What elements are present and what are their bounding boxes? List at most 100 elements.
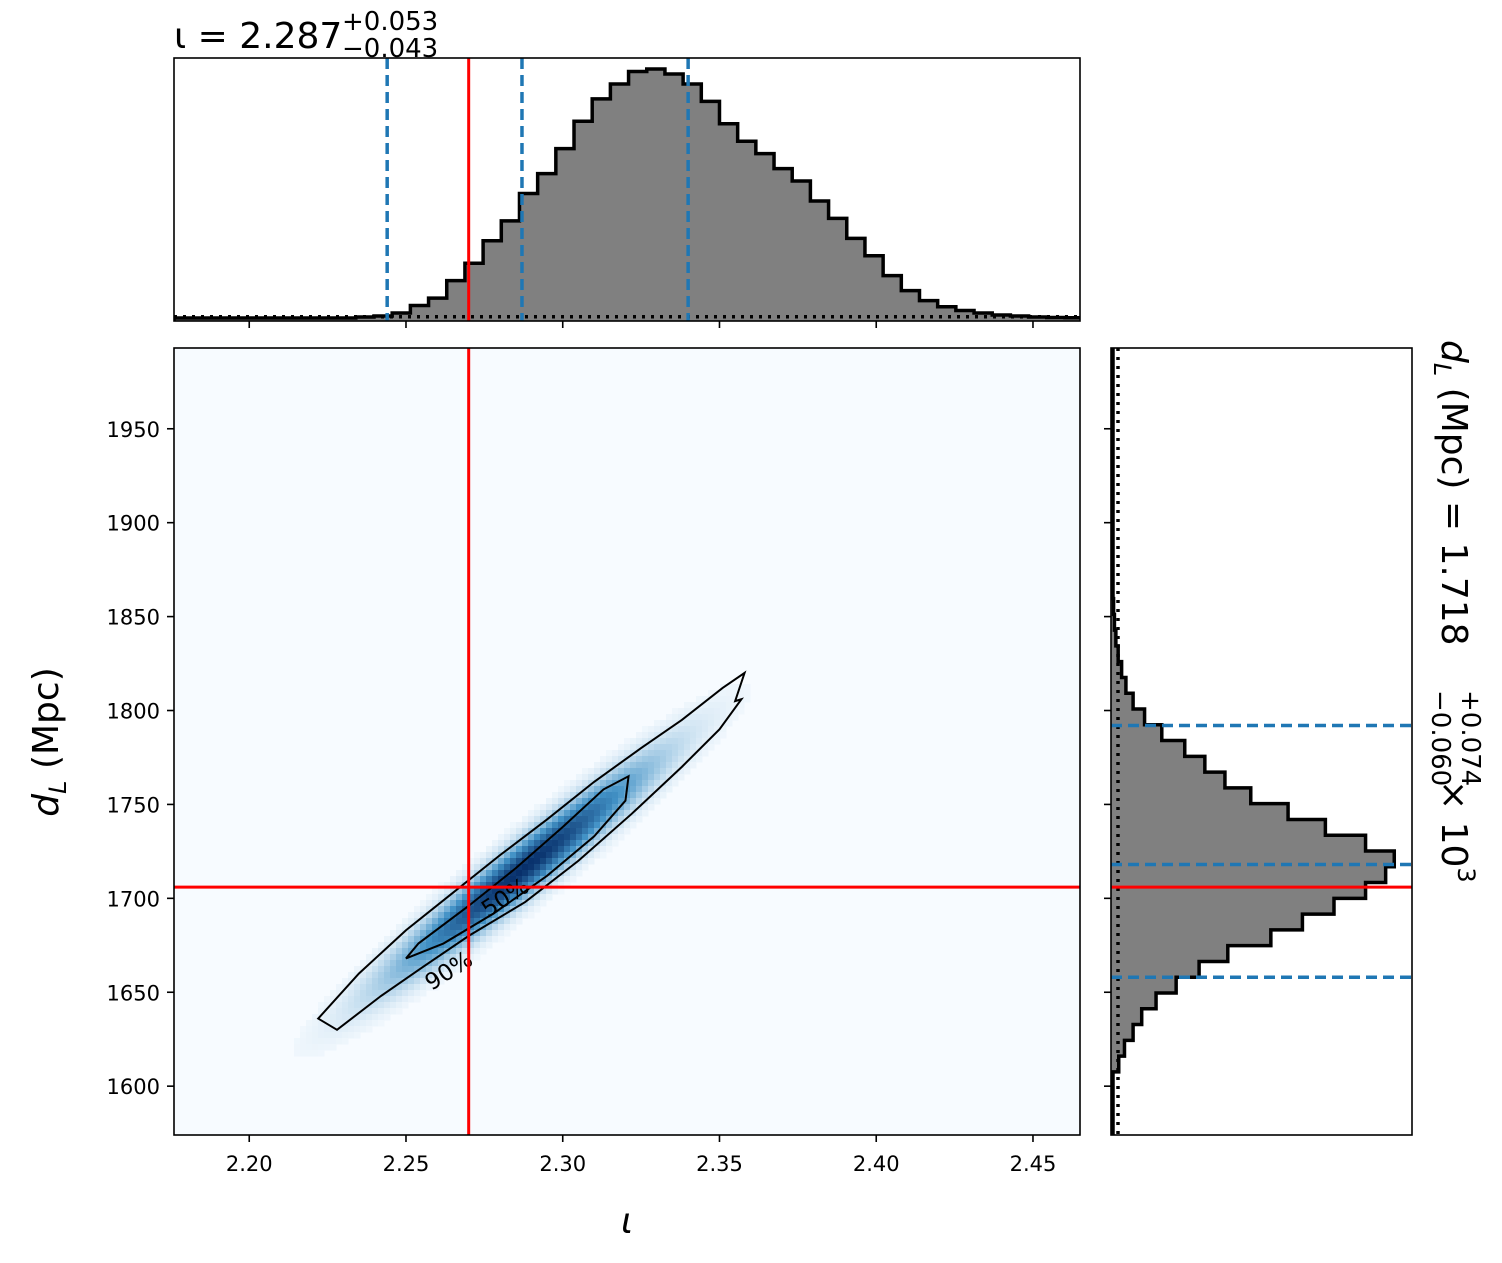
heatmap-cell: [654, 732, 661, 739]
heatmap-cell: [642, 792, 649, 799]
heatmap-cell: [576, 810, 583, 817]
heatmap-cell: [678, 720, 685, 727]
y-axis-ticks: 1600 1650 1700 1750 1800 1850 1900 1950: [107, 418, 174, 1099]
heatmap-cell: [678, 774, 685, 781]
heatmap-cell: [618, 750, 625, 757]
heatmap-cell: [570, 792, 577, 799]
heatmap-cell: [450, 936, 457, 943]
heatmap-cell: [426, 966, 433, 973]
heatmap-cell: [516, 864, 523, 871]
heatmap-cell: [312, 1044, 319, 1051]
heatmap-cell: [528, 876, 535, 883]
x-tick-label: 2.35: [696, 1152, 743, 1176]
heatmap-cell: [636, 786, 643, 793]
heatmap-cell: [636, 810, 643, 817]
heatmap-cell: [336, 984, 343, 991]
heatmap-cell: [564, 822, 571, 829]
heatmap-cell: [564, 840, 571, 847]
heatmap-cell: [660, 774, 667, 781]
heatmap-cell: [396, 942, 403, 949]
distance-title-value: (Mpc) = 1.718: [1433, 376, 1474, 645]
heatmap-cell: [516, 876, 523, 883]
y-tick-label: 1800: [107, 700, 160, 724]
heatmap-cell: [300, 1050, 307, 1057]
heatmap-cell: [420, 906, 427, 913]
heatmap-cell: [546, 798, 553, 805]
heatmap-cell: [366, 954, 373, 961]
heatmap-cell: [378, 990, 385, 997]
heatmap-cell: [618, 816, 625, 823]
heatmap-cell: [468, 948, 475, 955]
heatmap-cell: [510, 858, 517, 865]
heatmap-cell: [522, 894, 529, 901]
heatmap-cell: [726, 720, 733, 727]
heatmap-cell: [564, 798, 571, 805]
heatmap-cell: [336, 996, 343, 1003]
heatmap-cell: [552, 840, 559, 847]
heatmap-cell: [576, 798, 583, 805]
distance-title-sub: L: [1428, 363, 1456, 376]
heatmap-cell: [600, 804, 607, 811]
heatmap-cell: [480, 894, 487, 901]
heatmap-cell: [690, 744, 697, 751]
heatmap-cell: [534, 906, 541, 913]
heatmap-cell: [558, 852, 565, 859]
heatmap-cell: [336, 1020, 343, 1027]
heatmap-cell: [414, 948, 421, 955]
heatmap-cell: [540, 900, 547, 907]
heatmap-cell: [564, 852, 571, 859]
heatmap-cell: [480, 864, 487, 871]
heatmap-cell: [540, 828, 547, 835]
heatmap-cell: [372, 966, 379, 973]
heatmap-cell: [468, 858, 475, 865]
heatmap-cell: [408, 942, 415, 949]
heatmap-cell: [486, 876, 493, 883]
heatmap-cell: [438, 948, 445, 955]
heatmap-cell: [606, 810, 613, 817]
heatmap-cell: [456, 948, 463, 955]
heatmap-cell: [708, 702, 715, 709]
heatmap-cell: [450, 954, 457, 961]
heatmap-cell: [474, 918, 481, 925]
x-tick-label: 2.30: [539, 1152, 586, 1176]
heatmap-cell: [636, 732, 643, 739]
heatmap-cell: [384, 966, 391, 973]
heatmap-cell: [744, 696, 751, 703]
heatmap-cell: [546, 846, 553, 853]
heatmap-cell: [324, 996, 331, 1003]
heatmap-cell: [666, 744, 673, 751]
heatmap-cell: [588, 822, 595, 829]
heatmap-cell: [720, 732, 727, 739]
heatmap-cell: [528, 864, 535, 871]
heatmap-cell: [582, 846, 589, 853]
heatmap-cell: [432, 918, 439, 925]
heatmap-cell: [450, 918, 457, 925]
heatmap-cell: [372, 948, 379, 955]
heatmap-cell: [570, 834, 577, 841]
heatmap-cell: [516, 840, 523, 847]
heatmap-cell: [642, 774, 649, 781]
heatmap-cell: [648, 744, 655, 751]
heatmap-cell: [462, 888, 469, 895]
heatmap-cell: [384, 948, 391, 955]
heatmap-cell: [474, 888, 481, 895]
heatmap-cell: [696, 732, 703, 739]
heatmap-cell: [522, 900, 529, 907]
y-tick-label: 1850: [107, 606, 160, 630]
heatmap-cell: [546, 882, 553, 889]
heatmap-cell: [504, 924, 511, 931]
heatmap-cell: [612, 840, 619, 847]
heatmap-cell: [726, 696, 733, 703]
heatmap-cell: [528, 870, 535, 877]
heatmap-cell: [450, 894, 457, 901]
heatmap-cell: [348, 1014, 355, 1021]
heatmap-cell: [588, 804, 595, 811]
heatmap-cell: [342, 1008, 349, 1015]
heatmap-cell: [486, 870, 493, 877]
heatmap-cell: [582, 822, 589, 829]
heatmap-cell: [432, 966, 439, 973]
heatmap-cell: [438, 972, 445, 979]
heatmap-cell: [582, 810, 589, 817]
heatmap-cell: [510, 834, 517, 841]
heatmap-cell: [528, 882, 535, 889]
